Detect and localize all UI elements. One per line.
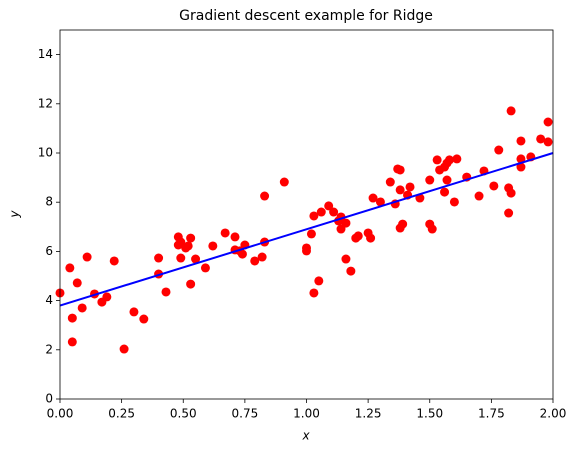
point (186, 279, 196, 289)
x-tick-label: 1.00 (293, 407, 320, 421)
point (109, 256, 119, 266)
point (260, 191, 270, 201)
point (336, 224, 346, 234)
point (309, 288, 319, 298)
x-tick-label: 1.25 (355, 407, 382, 421)
point (72, 278, 82, 288)
point (368, 193, 378, 203)
point (306, 229, 316, 239)
point (375, 197, 385, 207)
point (314, 276, 324, 286)
point (237, 249, 247, 259)
point (67, 313, 77, 323)
point (516, 162, 526, 172)
point (309, 211, 319, 221)
point (444, 155, 454, 165)
point (200, 263, 210, 273)
x-tick-label: 0.00 (47, 407, 74, 421)
point (494, 145, 504, 155)
point (489, 181, 499, 191)
point (516, 136, 526, 146)
x-axis-label: x (301, 429, 310, 443)
point (353, 231, 363, 241)
x-tick-label: 0.25 (108, 407, 135, 421)
point (154, 253, 164, 263)
y-tick-label: 12 (38, 96, 53, 110)
x-tick-label: 0.50 (170, 407, 197, 421)
point (67, 337, 77, 347)
point (366, 233, 376, 243)
x-tick-label: 0.75 (232, 407, 259, 421)
point (346, 266, 356, 276)
point (119, 344, 129, 354)
point (316, 207, 326, 217)
point (129, 307, 139, 317)
fit-line (59, 152, 554, 307)
point (536, 134, 546, 144)
point (543, 117, 553, 127)
point (341, 218, 351, 228)
y-tick-label: 0 (45, 392, 53, 406)
y-tick-label: 2 (45, 342, 53, 356)
point (425, 175, 435, 185)
point (398, 219, 408, 229)
point (186, 233, 196, 243)
point (183, 241, 193, 251)
point (427, 224, 437, 234)
point (452, 154, 462, 164)
x-tick-label: 2.00 (540, 407, 567, 421)
x-tick-label: 1.50 (416, 407, 443, 421)
point (65, 263, 75, 273)
point (506, 188, 516, 198)
point (506, 106, 516, 116)
y-tick-label: 4 (45, 293, 53, 307)
y-tick-label: 10 (38, 146, 53, 160)
point (102, 292, 112, 302)
point (395, 185, 405, 195)
y-axis-label: y (8, 210, 22, 219)
point (324, 201, 334, 211)
y-tick-label: 8 (45, 195, 53, 209)
y-tick-label: 6 (45, 244, 53, 258)
point (230, 232, 240, 242)
point (329, 207, 339, 217)
point (208, 241, 218, 251)
point (176, 237, 186, 247)
point (449, 197, 459, 207)
point (504, 208, 514, 218)
point (220, 228, 230, 238)
point (543, 137, 553, 147)
point (440, 187, 450, 197)
x-tick-label: 1.75 (478, 407, 505, 421)
point (385, 177, 395, 187)
point (474, 191, 484, 201)
point (257, 252, 267, 262)
point (161, 287, 171, 297)
plot-frame (59, 29, 554, 400)
point (176, 253, 186, 263)
point (191, 254, 201, 264)
point (341, 254, 351, 264)
point (279, 177, 289, 187)
point (432, 155, 442, 165)
point (82, 252, 92, 262)
point (395, 165, 405, 175)
point (516, 154, 526, 164)
point (77, 303, 87, 313)
y-tick-label: 14 (38, 47, 53, 61)
point (139, 314, 149, 324)
point (442, 175, 452, 185)
point (302, 246, 311, 256)
point (250, 256, 260, 266)
point (405, 182, 415, 192)
chart-title: Gradient descent example for Ridge (179, 8, 433, 24)
